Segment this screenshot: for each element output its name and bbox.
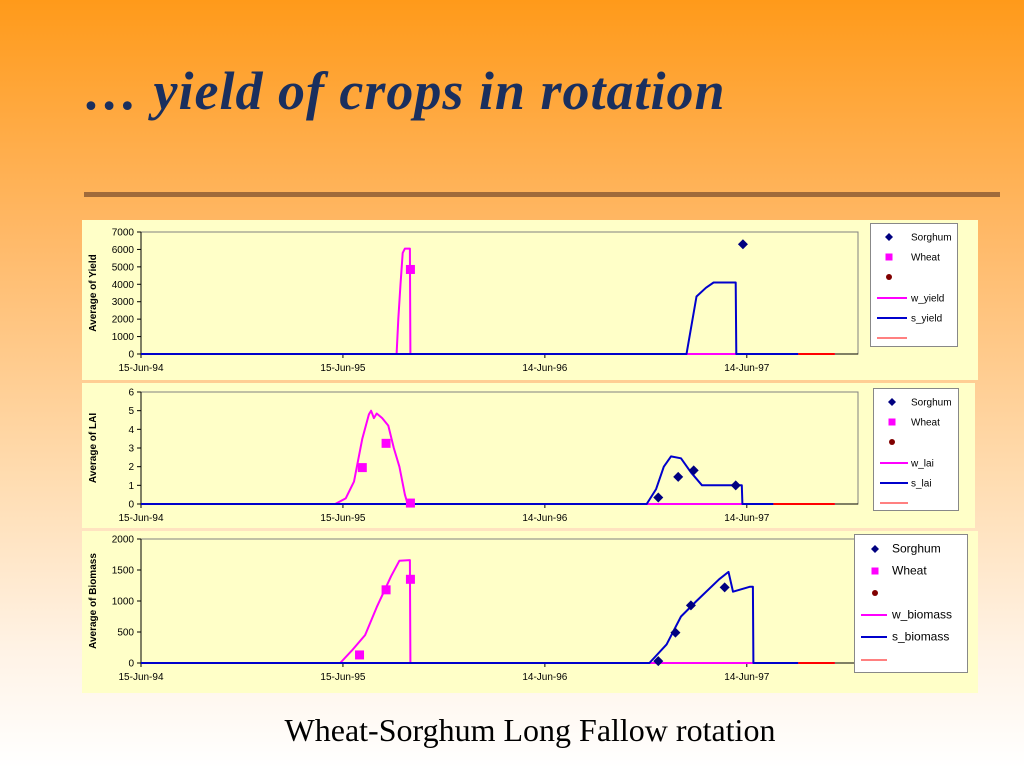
y-tick-label: 500 bbox=[117, 628, 134, 639]
yield-legend: Sorghum Wheat w_yield s_yield bbox=[870, 223, 958, 347]
legend-label: Wheat bbox=[911, 253, 940, 264]
lai-y-axis-title: Average of LAI bbox=[88, 413, 99, 483]
slide-title: … yield of crops in rotation bbox=[84, 61, 726, 121]
biomass-chart-panel: 0 500 1000 1500 2000 15-Jun-94 15-Jun-95 14-Jun… bbox=[82, 531, 978, 693]
x-tick-label: 14-Jun-96 bbox=[522, 672, 567, 683]
x-tick-label: 14-Jun-96 bbox=[522, 363, 567, 374]
x-tick-label: 14-Jun-97 bbox=[724, 672, 769, 683]
lai-plot-area bbox=[140, 391, 859, 505]
w_lai-line bbox=[141, 409, 835, 505]
lai-chart-panel: 0 1 2 3 4 5 6 15-Jun-94 15-Jun-95 14-Jun-96 14-Jun… bbox=[82, 383, 975, 528]
biomass-plot-area bbox=[140, 538, 859, 664]
x-tick-label: 15-Jun-94 bbox=[118, 513, 163, 524]
legend-wheat-marker bbox=[871, 567, 879, 575]
y-tick-label: 0 bbox=[128, 500, 134, 511]
wheat-point bbox=[405, 498, 415, 508]
wheat-point bbox=[381, 585, 391, 595]
legend-wheat-marker bbox=[888, 418, 896, 426]
y-tick-label: 3 bbox=[128, 444, 134, 455]
sorghum-point bbox=[685, 600, 696, 611]
y-tick-label: 2 bbox=[128, 462, 134, 473]
legend-label: w_lai bbox=[910, 459, 934, 470]
y-tick-label: 1 bbox=[128, 481, 134, 492]
wheat-point bbox=[357, 463, 367, 473]
wheat-point bbox=[405, 264, 415, 274]
x-tick-label: 14-Jun-97 bbox=[724, 513, 769, 524]
legend-label: Sorghum bbox=[911, 398, 952, 409]
sorghum-point bbox=[673, 471, 684, 482]
legend-label: Sorghum bbox=[911, 233, 952, 244]
y-tick-label: 2000 bbox=[112, 315, 135, 326]
x-tick-label: 15-Jun-95 bbox=[320, 513, 365, 524]
slide-caption: Wheat-Sorghum Long Fallow rotation bbox=[284, 712, 776, 748]
y-tick-label: 4 bbox=[128, 425, 134, 436]
x-tick-label: 14-Jun-97 bbox=[724, 363, 769, 374]
x-tick-label: 15-Jun-94 bbox=[118, 363, 163, 374]
x-tick-label: 14-Jun-96 bbox=[522, 513, 567, 524]
wheat-point bbox=[405, 574, 415, 584]
lai-chart: 0 1 2 3 4 5 6 15-Jun-94 15-Jun-95 14-Jun-96 14-Jun… bbox=[88, 388, 859, 524]
legend-extra-marker bbox=[872, 590, 878, 596]
legend-sorghum-marker bbox=[888, 398, 896, 406]
y-tick-label: 0 bbox=[128, 350, 134, 361]
legend-label: s_lai bbox=[911, 479, 932, 490]
sorghum-point bbox=[653, 656, 664, 667]
title-divider bbox=[84, 192, 1000, 197]
yield-chart-panel: 0 1000 2000 3000 4000 5000 6000 7000 15-Jun-94 15… bbox=[82, 220, 978, 380]
legend-sorghum-marker bbox=[871, 545, 879, 553]
lai-legend: Sorghum Wheat w_lai s_lai bbox=[873, 388, 959, 511]
wheat-point bbox=[381, 438, 391, 448]
y-tick-label: 2000 bbox=[112, 535, 135, 546]
yield-y-axis-title: Average of Yield bbox=[88, 254, 99, 331]
legend-label: Sorghum bbox=[892, 542, 941, 556]
sorghum-point bbox=[688, 465, 699, 476]
legend-extra-marker bbox=[886, 274, 892, 280]
legend-label: Wheat bbox=[911, 418, 940, 429]
y-tick-label: 4000 bbox=[112, 280, 135, 291]
y-tick-label: 6000 bbox=[112, 245, 135, 256]
sorghum-point bbox=[737, 239, 748, 250]
yield-plot-area bbox=[140, 231, 859, 355]
s_yield-line bbox=[141, 281, 799, 355]
x-tick-label: 15-Jun-94 bbox=[118, 672, 163, 683]
legend-label: s_biomass bbox=[892, 630, 949, 644]
legend-label: Wheat bbox=[892, 564, 927, 578]
y-tick-label: 5 bbox=[128, 406, 134, 417]
legend-extra-marker bbox=[889, 439, 895, 445]
y-tick-label: 6 bbox=[128, 388, 134, 399]
sorghum-point bbox=[719, 582, 730, 593]
legend-label: w_biomass bbox=[891, 608, 952, 622]
y-tick-label: 1000 bbox=[112, 332, 135, 343]
x-tick-label: 15-Jun-95 bbox=[320, 672, 365, 683]
x-tick-label: 15-Jun-95 bbox=[320, 363, 365, 374]
legend-label: s_yield bbox=[911, 314, 942, 325]
y-tick-label: 1000 bbox=[112, 597, 135, 608]
legend-wheat-marker bbox=[885, 253, 893, 261]
y-tick-label: 0 bbox=[128, 659, 134, 670]
y-tick-label: 1500 bbox=[112, 566, 135, 577]
s_lai-line bbox=[141, 455, 774, 505]
y-tick-label: 3000 bbox=[112, 297, 135, 308]
legend-label: w_yield bbox=[910, 294, 944, 305]
y-tick-label: 5000 bbox=[112, 262, 135, 273]
sorghum-point bbox=[730, 480, 741, 491]
s_biomass-line bbox=[141, 570, 799, 664]
sorghum-point bbox=[653, 492, 664, 503]
legend-sorghum-marker bbox=[885, 233, 893, 241]
yield-chart: 0 1000 2000 3000 4000 5000 6000 7000 15-Jun-94 15… bbox=[88, 228, 859, 374]
wheat-point bbox=[355, 650, 365, 660]
sorghum-point bbox=[670, 627, 681, 638]
y-tick-label: 7000 bbox=[112, 228, 135, 239]
biomass-y-axis-title: Average of Biomass bbox=[88, 553, 99, 649]
biomass-legend: Sorghum Wheat w_biomass s_biomass bbox=[854, 534, 968, 673]
biomass-chart: 0 500 1000 1500 2000 15-Jun-94 15-Jun-95 14-Jun… bbox=[88, 535, 859, 683]
